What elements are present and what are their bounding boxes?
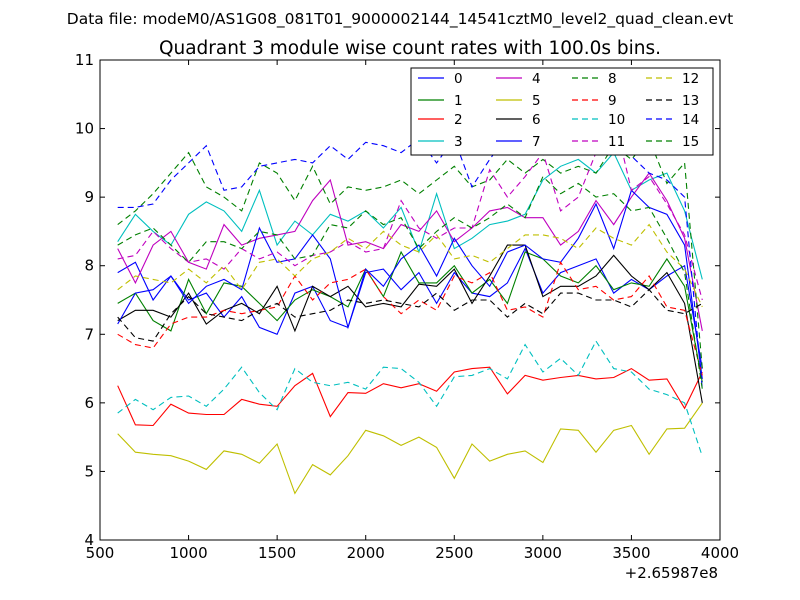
series-line-5 bbox=[117, 402, 703, 495]
legend-label: 5 bbox=[532, 93, 541, 109]
series-line-7 bbox=[117, 189, 703, 379]
y-tick-label: 4 bbox=[84, 531, 94, 549]
series-line-10 bbox=[117, 340, 703, 457]
x-tick-label: 4000 bbox=[701, 544, 739, 562]
x-tick-label: 1000 bbox=[169, 544, 207, 562]
x-tick-label: 2500 bbox=[435, 544, 473, 562]
datafile-label: Data file: modeM0/AS1G08_081T01_90000021… bbox=[67, 10, 733, 29]
series-line-15 bbox=[117, 175, 703, 390]
legend-label: 12 bbox=[682, 71, 699, 87]
series-line-1 bbox=[117, 250, 703, 383]
x-tick-label: 500 bbox=[86, 544, 115, 562]
legend-label: 10 bbox=[608, 112, 625, 128]
axis-ticks: 500 1000 1500 2000 2500 3000 3500 4000456789101… bbox=[75, 51, 739, 562]
series-line-9 bbox=[117, 261, 703, 376]
legend-label: 3 bbox=[454, 134, 463, 150]
series-line-14 bbox=[117, 114, 703, 390]
series-line-0 bbox=[117, 247, 703, 369]
x-tick-label: 3500 bbox=[612, 544, 650, 562]
legend-label: 0 bbox=[454, 71, 463, 87]
series-line-2 bbox=[117, 366, 703, 427]
series-line-4 bbox=[117, 172, 703, 332]
series-line-8 bbox=[117, 137, 703, 369]
series-line-12 bbox=[117, 223, 703, 308]
legend-label: 8 bbox=[608, 71, 617, 87]
series-line-6 bbox=[117, 244, 703, 403]
y-tick-label: 10 bbox=[75, 120, 94, 138]
legend-label: 6 bbox=[532, 112, 541, 128]
y-tick-label: 11 bbox=[75, 51, 94, 69]
legend-label: 9 bbox=[608, 93, 617, 109]
x-tick-label: 3000 bbox=[524, 544, 562, 562]
y-tick-label: 6 bbox=[84, 394, 94, 412]
x-offset-label: +2.65987e8 bbox=[625, 564, 718, 582]
chart-title: Quadrant 3 module wise count rates with … bbox=[159, 38, 661, 59]
series-line-3 bbox=[117, 151, 703, 280]
legend-label: 11 bbox=[608, 134, 625, 150]
legend-label: 14 bbox=[682, 112, 699, 128]
y-tick-label: 9 bbox=[84, 188, 94, 206]
x-tick-label: 1500 bbox=[258, 544, 296, 562]
y-tick-label: 7 bbox=[84, 325, 94, 343]
legend-label: 13 bbox=[682, 93, 699, 109]
legend-box bbox=[410, 67, 714, 156]
plot-frame bbox=[99, 59, 721, 541]
y-tick-label: 5 bbox=[84, 462, 94, 480]
legend-label: 7 bbox=[532, 134, 541, 150]
y-tick-label: 8 bbox=[84, 257, 94, 275]
legend-label: 15 bbox=[682, 134, 699, 150]
legend-label: 2 bbox=[454, 112, 463, 128]
legend-label: 4 bbox=[532, 71, 541, 87]
x-tick-label: 2000 bbox=[347, 544, 385, 562]
legend-label: 1 bbox=[454, 93, 463, 109]
series-line-13 bbox=[117, 288, 703, 342]
